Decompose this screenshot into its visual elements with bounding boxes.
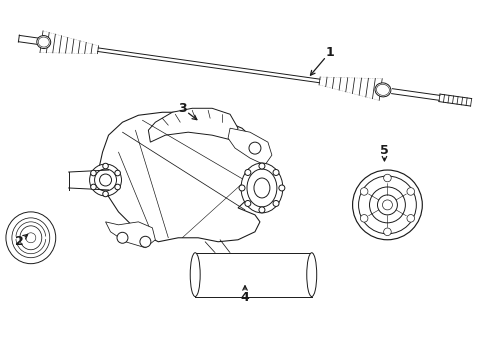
Circle shape <box>360 215 368 222</box>
Polygon shape <box>439 94 472 106</box>
Circle shape <box>360 188 368 195</box>
Ellipse shape <box>20 226 42 250</box>
Circle shape <box>259 207 265 213</box>
Ellipse shape <box>375 83 391 97</box>
Polygon shape <box>69 170 108 190</box>
Circle shape <box>245 201 251 206</box>
Circle shape <box>273 201 279 206</box>
Ellipse shape <box>90 164 122 196</box>
Ellipse shape <box>383 200 392 210</box>
Circle shape <box>103 163 108 169</box>
Circle shape <box>117 232 128 243</box>
Circle shape <box>245 170 251 175</box>
Ellipse shape <box>377 195 397 215</box>
Circle shape <box>259 163 265 169</box>
Ellipse shape <box>359 176 416 234</box>
Ellipse shape <box>307 253 317 297</box>
Circle shape <box>384 228 391 235</box>
Polygon shape <box>105 222 155 248</box>
Ellipse shape <box>12 218 50 258</box>
Circle shape <box>249 142 261 154</box>
Circle shape <box>239 185 245 191</box>
Ellipse shape <box>99 174 112 186</box>
Circle shape <box>103 191 108 197</box>
Ellipse shape <box>37 36 50 49</box>
Circle shape <box>140 236 151 247</box>
Circle shape <box>384 174 391 182</box>
Circle shape <box>115 184 121 190</box>
Polygon shape <box>98 112 265 242</box>
Ellipse shape <box>95 169 117 191</box>
Polygon shape <box>148 108 238 142</box>
Polygon shape <box>228 128 272 165</box>
Circle shape <box>115 170 121 176</box>
Ellipse shape <box>369 187 405 223</box>
Polygon shape <box>195 253 312 297</box>
Text: 5: 5 <box>380 144 389 157</box>
Polygon shape <box>319 77 382 100</box>
Circle shape <box>91 170 96 176</box>
Circle shape <box>91 184 96 190</box>
Circle shape <box>273 170 279 175</box>
Ellipse shape <box>254 178 270 198</box>
Text: 2: 2 <box>15 235 23 248</box>
Ellipse shape <box>353 170 422 240</box>
Ellipse shape <box>6 212 56 264</box>
Circle shape <box>407 215 415 222</box>
Circle shape <box>279 185 285 191</box>
Text: 4: 4 <box>241 291 249 304</box>
Polygon shape <box>392 89 440 100</box>
Text: 3: 3 <box>178 102 187 115</box>
Ellipse shape <box>190 253 200 297</box>
Ellipse shape <box>247 169 277 207</box>
Circle shape <box>407 188 415 195</box>
Ellipse shape <box>241 163 283 213</box>
Ellipse shape <box>26 233 36 243</box>
Polygon shape <box>98 48 320 83</box>
Polygon shape <box>40 31 98 54</box>
Text: 1: 1 <box>325 46 334 59</box>
